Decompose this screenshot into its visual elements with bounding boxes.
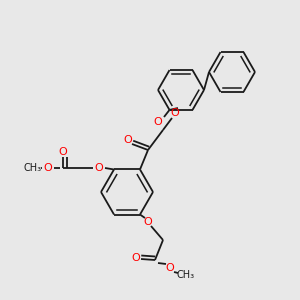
Text: O: O — [166, 263, 174, 273]
Text: O: O — [154, 117, 162, 127]
Text: O: O — [124, 135, 132, 145]
Text: O: O — [44, 163, 52, 173]
Text: O: O — [94, 163, 103, 173]
Text: CH₃: CH₃ — [177, 270, 195, 280]
Text: CH₃: CH₃ — [24, 163, 42, 173]
Text: O: O — [132, 253, 140, 263]
Text: O: O — [171, 108, 179, 118]
Text: O: O — [58, 147, 68, 157]
Text: O: O — [144, 217, 152, 227]
